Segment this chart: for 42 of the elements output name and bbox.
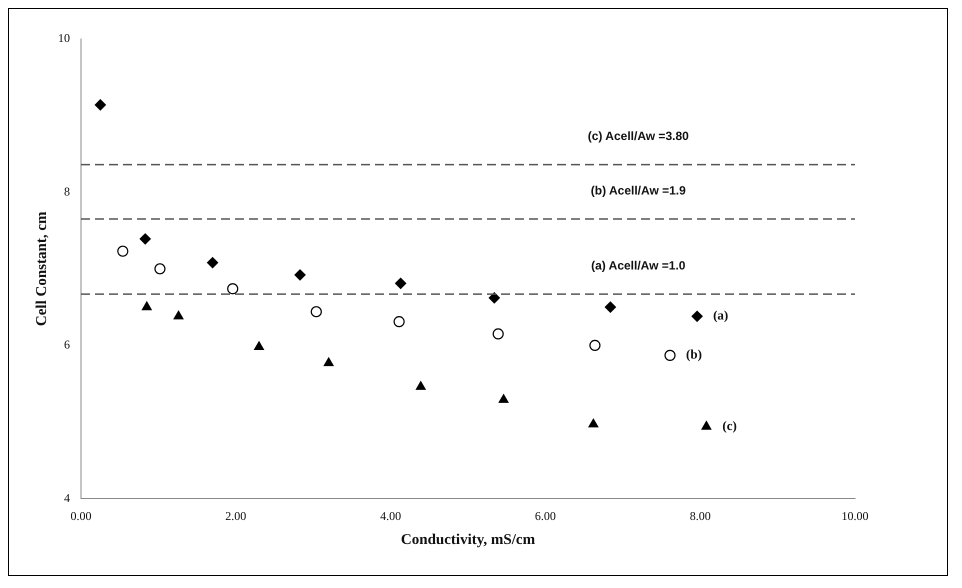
- point: [492, 328, 504, 340]
- point: [498, 394, 509, 403]
- x-tick-label: 6.00: [534, 508, 556, 523]
- point: [174, 310, 184, 320]
- series-label: (c): [722, 418, 737, 433]
- point: [588, 418, 598, 428]
- series-label: (b): [686, 346, 702, 362]
- x-tick-label: 0.00: [70, 508, 92, 523]
- point: [664, 350, 676, 361]
- series-label: (a): [713, 308, 728, 323]
- annotation: (a) Acell/Aw =1.0: [591, 258, 686, 272]
- point: [310, 306, 322, 318]
- point: [206, 257, 218, 268]
- point: [416, 381, 426, 390]
- point: [394, 316, 405, 328]
- annotation: (b) Acell/Aw =1.9: [590, 183, 686, 198]
- y-tick-label: 10: [58, 31, 70, 46]
- x-tick-label: 4.00: [380, 508, 402, 523]
- point: [324, 357, 334, 366]
- point: [701, 420, 712, 430]
- point: [94, 99, 106, 110]
- y-tick-label: 6: [64, 338, 70, 352]
- point: [154, 263, 166, 274]
- x-tick-label: 10.00: [842, 508, 868, 523]
- y-tick-label: 4: [64, 490, 70, 505]
- point: [488, 292, 500, 304]
- y-tick-label: 8: [64, 184, 70, 198]
- point: [589, 340, 601, 351]
- point: [294, 269, 306, 281]
- x-tick-label: 8.00: [690, 508, 711, 523]
- point: [395, 278, 406, 289]
- y-axis-title: Cell Constant, cm: [34, 211, 50, 326]
- annotation: (c) Acell/Aw =3.80: [588, 128, 690, 143]
- x-tick-label: 2.00: [225, 508, 246, 523]
- point: [142, 302, 152, 310]
- point: [140, 233, 151, 245]
- x-axis-title: Conductivity, mS/cm: [400, 532, 536, 548]
- point: [254, 341, 264, 350]
- point: [227, 283, 238, 294]
- point: [117, 246, 128, 257]
- point: [604, 302, 616, 313]
- point: [692, 310, 703, 322]
